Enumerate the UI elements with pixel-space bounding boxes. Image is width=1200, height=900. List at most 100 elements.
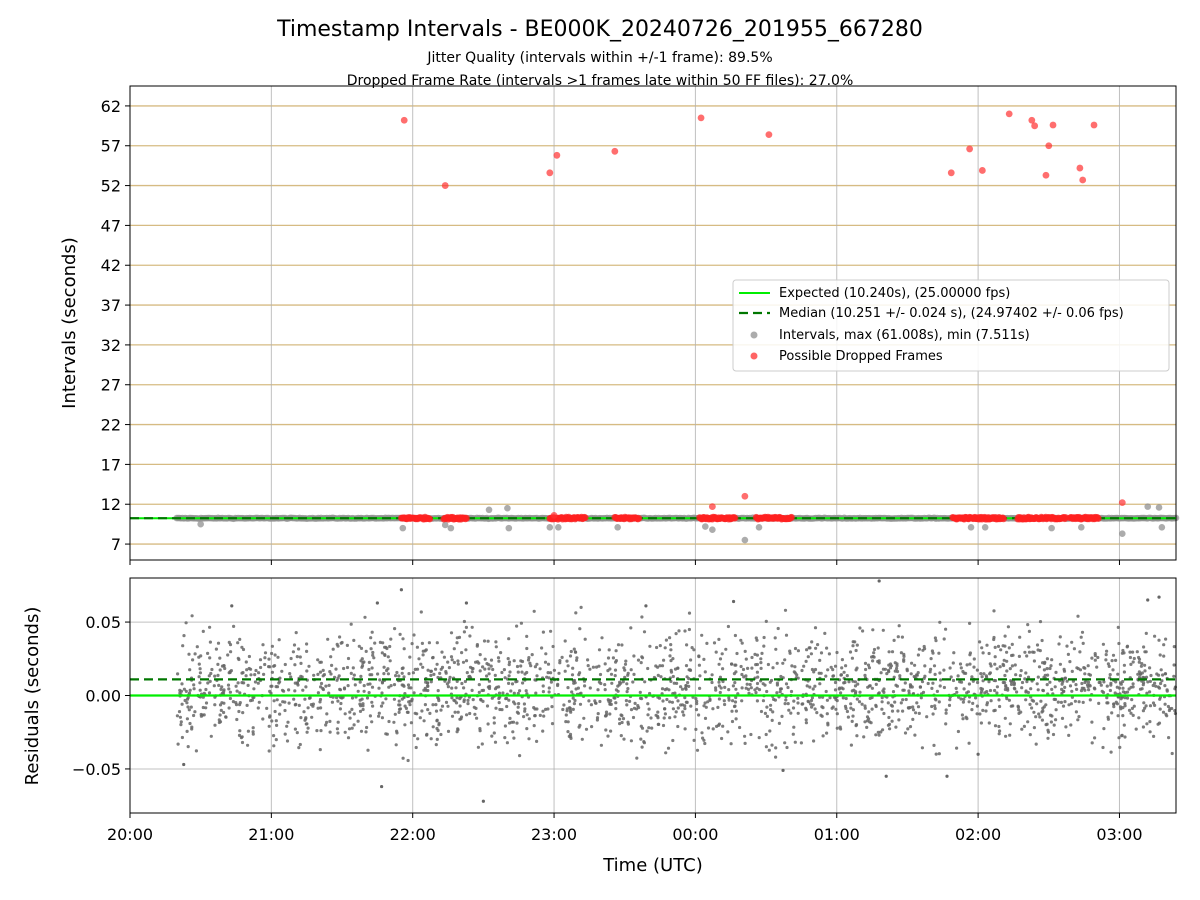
residual-point xyxy=(241,711,245,715)
residual-point xyxy=(1059,700,1063,705)
residual-point xyxy=(325,720,329,725)
residual-point xyxy=(316,672,320,677)
residual-point xyxy=(1121,686,1125,690)
interval-point xyxy=(505,524,513,532)
residual-point xyxy=(409,721,413,725)
residual-point xyxy=(1034,742,1038,746)
residual-point xyxy=(1066,652,1070,657)
residual-point xyxy=(586,664,590,668)
residual-point xyxy=(270,651,274,656)
residual-point xyxy=(606,734,610,738)
residual-point xyxy=(1112,702,1116,706)
top-y-tick-label: 22 xyxy=(101,416,121,435)
residual-point xyxy=(731,699,735,703)
residual-point xyxy=(750,666,754,670)
residual-point xyxy=(507,637,511,641)
residual-point xyxy=(609,699,613,703)
residual-point xyxy=(668,716,672,720)
residual-point xyxy=(1167,736,1171,740)
residual-point xyxy=(349,622,353,626)
residual-point xyxy=(520,659,525,664)
residual-point xyxy=(485,704,490,708)
residual-point xyxy=(664,638,669,642)
residual-point xyxy=(649,716,653,720)
residual-point xyxy=(609,672,614,676)
residual-point xyxy=(869,721,873,725)
residual-point xyxy=(683,629,687,633)
residual-point xyxy=(937,651,941,655)
residual-point xyxy=(902,654,906,659)
residual-point xyxy=(1143,650,1147,654)
residual-point xyxy=(251,730,255,734)
residual-point xyxy=(1135,650,1139,654)
residual-point xyxy=(598,699,602,704)
residual-point xyxy=(717,662,721,666)
residual-point xyxy=(854,648,858,653)
residual-point xyxy=(273,709,277,714)
residual-point xyxy=(216,673,220,678)
residual-point xyxy=(745,682,749,686)
residual-point xyxy=(1105,696,1109,700)
residual-point xyxy=(989,699,993,703)
residual-point xyxy=(1080,686,1084,690)
residual-point xyxy=(1046,730,1051,734)
residual-point xyxy=(1115,702,1119,706)
residual-point xyxy=(688,668,693,673)
residual-point xyxy=(976,752,980,756)
residual-point xyxy=(292,643,297,647)
residual-point xyxy=(992,709,996,713)
residual-point xyxy=(414,745,418,750)
residual-point xyxy=(703,741,707,746)
residual-point xyxy=(366,748,370,752)
residual-point xyxy=(867,666,872,670)
residual-point xyxy=(1093,736,1097,740)
residual-point xyxy=(629,708,634,712)
residual-point xyxy=(550,705,554,709)
residual-point xyxy=(934,752,938,756)
residual-point xyxy=(1116,714,1120,718)
top-y-tick-label: 57 xyxy=(101,137,121,156)
residual-point xyxy=(401,683,405,687)
residual-point xyxy=(931,681,935,685)
residual-point xyxy=(427,641,431,645)
residual-point xyxy=(1144,631,1148,636)
residual-point xyxy=(1053,685,1057,689)
bottom-y-tick-label: 0.05 xyxy=(85,613,121,632)
residual-point xyxy=(1112,705,1116,709)
residual-point xyxy=(508,716,512,721)
residual-point xyxy=(275,685,280,689)
residual-point xyxy=(717,684,722,688)
residual-point xyxy=(698,686,702,691)
residual-point xyxy=(415,667,420,671)
residual-point xyxy=(240,740,245,745)
residual-point xyxy=(368,673,372,677)
residual-point xyxy=(1006,625,1011,629)
residual-point xyxy=(638,690,642,695)
residual-point xyxy=(464,659,469,663)
residual-point xyxy=(526,658,531,662)
residual-point xyxy=(274,738,278,742)
residual-point xyxy=(815,711,819,715)
residual-point xyxy=(201,705,205,710)
residual-point xyxy=(265,706,269,711)
residual-point xyxy=(178,715,182,719)
residual-point xyxy=(375,601,379,605)
residual-point xyxy=(550,722,555,726)
residual-point xyxy=(435,726,439,731)
residual-point xyxy=(1006,688,1010,692)
residual-point xyxy=(328,670,332,674)
residual-point xyxy=(1101,642,1105,646)
residual-point xyxy=(1046,736,1050,740)
residual-point xyxy=(850,656,855,660)
residual-point xyxy=(402,675,406,679)
residual-point xyxy=(401,637,405,641)
residual-point xyxy=(781,661,785,665)
residual-point xyxy=(303,718,307,722)
residual-point xyxy=(968,662,972,666)
residual-point xyxy=(213,674,217,678)
bottom-y-axis-label: Residuals (seconds) xyxy=(22,607,43,786)
residual-point xyxy=(631,715,636,720)
residual-point xyxy=(842,670,846,674)
residual-point xyxy=(719,686,723,690)
residual-point xyxy=(922,644,926,649)
